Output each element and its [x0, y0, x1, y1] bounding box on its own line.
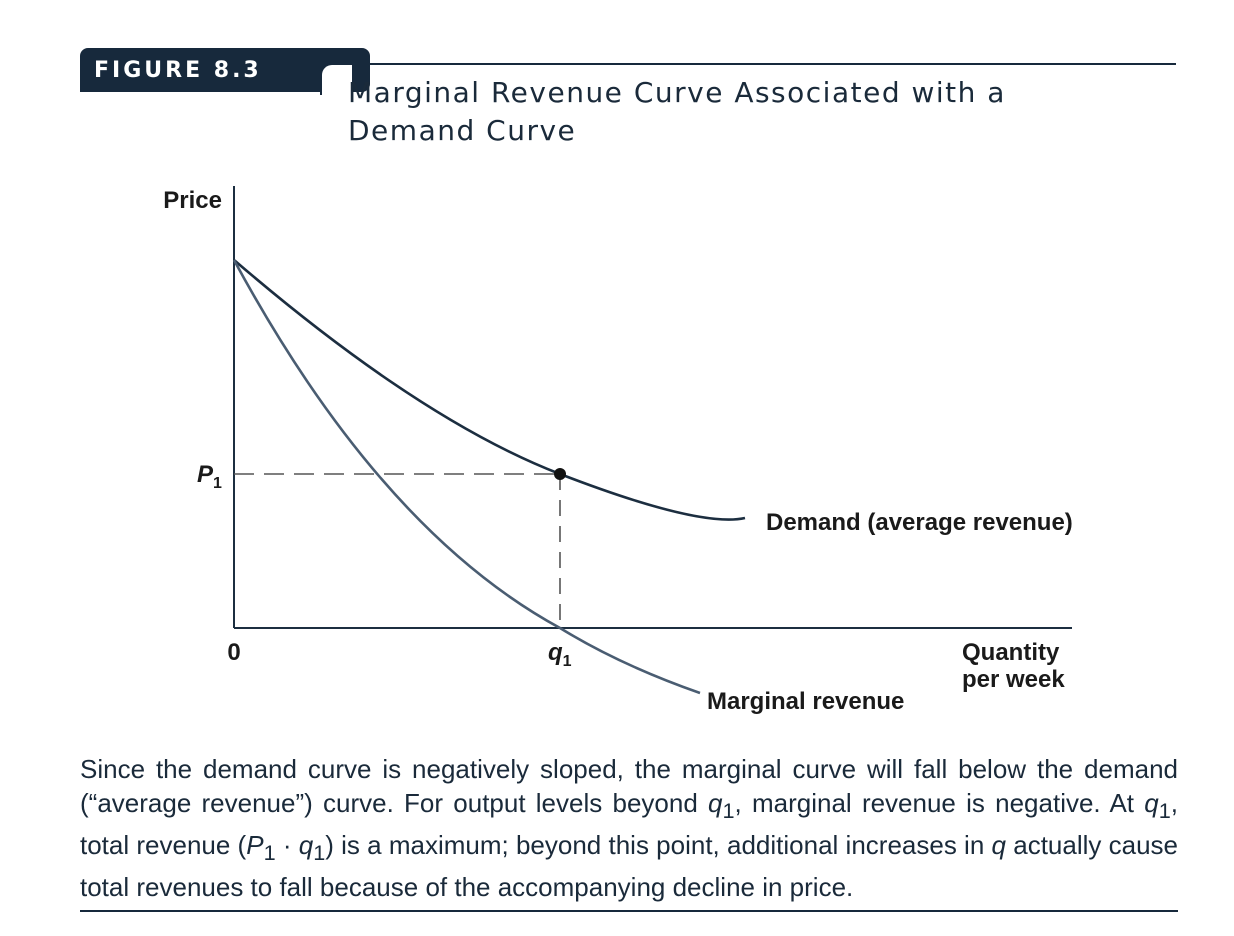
caption-part-2: , marginal revenue is negative. At	[734, 788, 1145, 818]
chart: Price 0 P1 q1 Quantity per week Demand (…	[163, 186, 1073, 715]
x-tick-q1: q1	[548, 639, 572, 670]
caption-part-4: ·	[275, 830, 299, 861]
demand-curve	[233, 259, 746, 521]
caption-part-3: , total revenue (	[80, 788, 1178, 861]
caption-part-5: ) is a maximum; beyond this point, addit…	[325, 830, 992, 861]
bottom-rule	[80, 910, 1178, 912]
demand-curve-label: Demand (average revenue)	[766, 509, 1073, 536]
y-tick-p1-main: P	[197, 461, 214, 488]
caption-p: P	[246, 830, 264, 861]
x-tick-q1-main: q	[548, 639, 563, 666]
caption-sub-1: 1	[722, 798, 735, 824]
equilibrium-point	[554, 468, 566, 480]
caption-q-1: q	[708, 788, 723, 818]
caption-q-4: q	[991, 830, 1006, 861]
x-axis-label-line1: Quantity	[962, 639, 1060, 666]
title-rule	[320, 63, 1176, 65]
figure-title: Marginal Revenue Curve Associated with a…	[348, 76, 1006, 147]
caption-part-6: actually cause total revenues to fall be…	[80, 830, 1178, 903]
x-axis-label-line2: per week	[962, 666, 1065, 693]
marginal-revenue-curve	[232, 259, 701, 695]
caption-sub-2: 1	[1158, 798, 1171, 824]
x-tick-q1-sub: 1	[563, 653, 572, 670]
caption-sub-3: 1	[263, 840, 276, 866]
caption-part-1: Since the demand curve is negatively slo…	[80, 754, 1178, 818]
caption-sub-4: 1	[313, 840, 326, 866]
figure-caption: Since the demand curve is negatively slo…	[80, 752, 1178, 904]
title-corner	[320, 63, 352, 95]
y-axis-label: Price	[163, 187, 222, 214]
marginal-revenue-label: Marginal revenue	[707, 688, 904, 715]
origin-label: 0	[227, 639, 240, 666]
caption-q-3: q	[298, 830, 314, 861]
y-tick-p1-sub: 1	[213, 475, 222, 492]
y-tick-p1: P1	[197, 461, 222, 492]
caption-q-2: q	[1144, 788, 1159, 818]
figure-label: FIGURE 8.3	[94, 58, 262, 83]
